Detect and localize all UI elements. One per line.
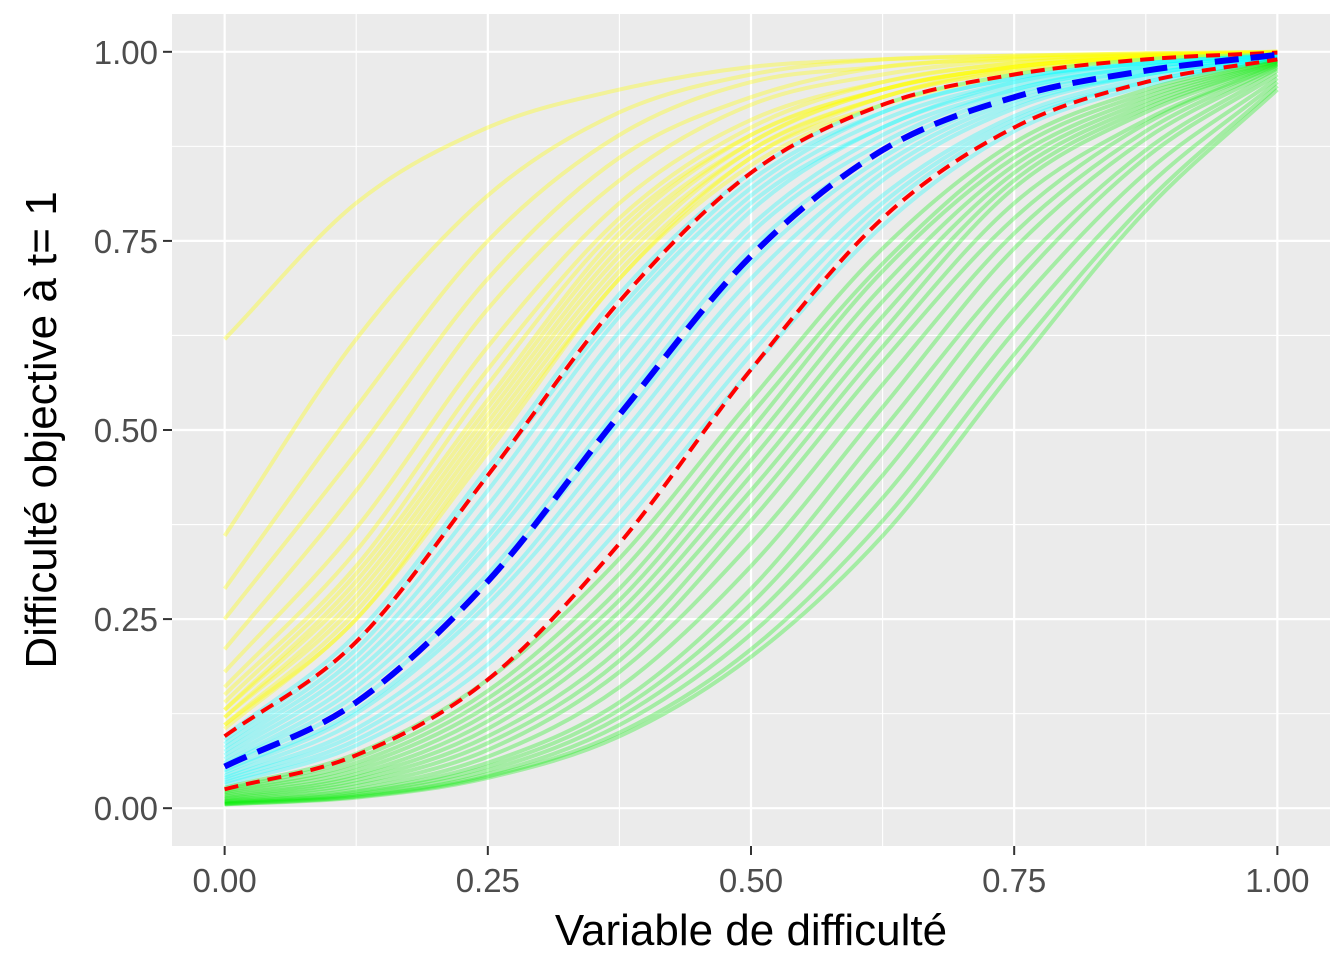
series-line-cyan-17 [223,52,1278,742]
series-line-yellow-3 [223,49,1278,621]
y-tick-label: 0.25 [94,601,158,638]
series-line-cyan-20 [223,53,1278,754]
series-line-green-43 [224,66,1279,804]
series-line-cyan-21 [223,53,1278,757]
x-tick-label: 0.00 [193,862,257,899]
series-line-yellow-6 [223,50,1278,689]
y-tick-label: 0.00 [94,790,158,827]
grid-major [172,14,1330,846]
x-tick-label: 0.50 [719,862,783,899]
x-axis-title: Variable de difficulté [555,906,947,955]
y-tick-label: 1.00 [94,34,158,71]
series-line-green-38 [224,61,1279,798]
series-line-cyan-31 [223,57,1278,785]
x-tick-label: 0.25 [456,862,520,899]
series-line-green-41 [224,63,1279,802]
x-tick-label: 1.00 [1245,862,1309,899]
series-line-green-45 [224,72,1279,805]
series-line-cyan-23 [223,54,1278,765]
series-line-cyan-22 [223,53,1278,761]
series-line-green-47 [224,80,1279,806]
y-axis-ticks: 0.00 0.25 0.50 0.75 1.00 [94,34,172,827]
series-line-green-46 [224,76,1279,806]
series-line-green-44 [224,68,1279,805]
series-line-yellow-7 [223,50,1278,697]
series-line-cyan-29 [223,56,1278,780]
series-line-quantile-50 [223,50,1278,738]
series-line-cyan-18 [223,52,1278,746]
series-line-green-40 [224,62,1279,801]
series-line-green-48 [224,84,1279,807]
series-lines [222,49,1279,807]
series-line-green-42 [224,65,1279,803]
y-tick-label: 0.50 [94,412,158,449]
series-line-yellow-2 [222,49,1278,590]
series-line-yellow-1 [222,49,1278,538]
series-line-green-34 [224,58,1278,792]
series-line-cyan-28 [223,55,1278,778]
series-line-green-37 [224,60,1279,796]
series-line-cyan-30 [223,57,1278,783]
series-line-yellow-8 [223,51,1278,704]
series-line-green-39 [224,62,1279,799]
y-axis-title: Difficulté objective à t= 1 [17,191,66,668]
y-tick-label: 0.75 [94,223,158,260]
series-line-cyan-19 [223,52,1278,750]
x-tick-label: 0.75 [982,862,1046,899]
series-line-green-35 [224,58,1278,793]
series-line-yellow-4 [223,50,1278,651]
series-line-cyan-27 [223,55,1278,775]
series-line-median-51 [223,51,1278,770]
series-line-green-36 [224,59,1278,795]
series-line-yellow-11 [223,51,1278,719]
series-line-yellow-5 [223,50,1278,674]
series-line-cyan-26 [223,55,1278,773]
series-line-yellow-0 [223,49,1278,341]
series-line-green-49 [224,88,1279,807]
x-axis-ticks: 0.00 0.25 0.50 0.75 1.00 [193,846,1309,899]
series-line-yellow-10 [223,51,1278,712]
series-line-yellow-9 [223,51,1278,712]
